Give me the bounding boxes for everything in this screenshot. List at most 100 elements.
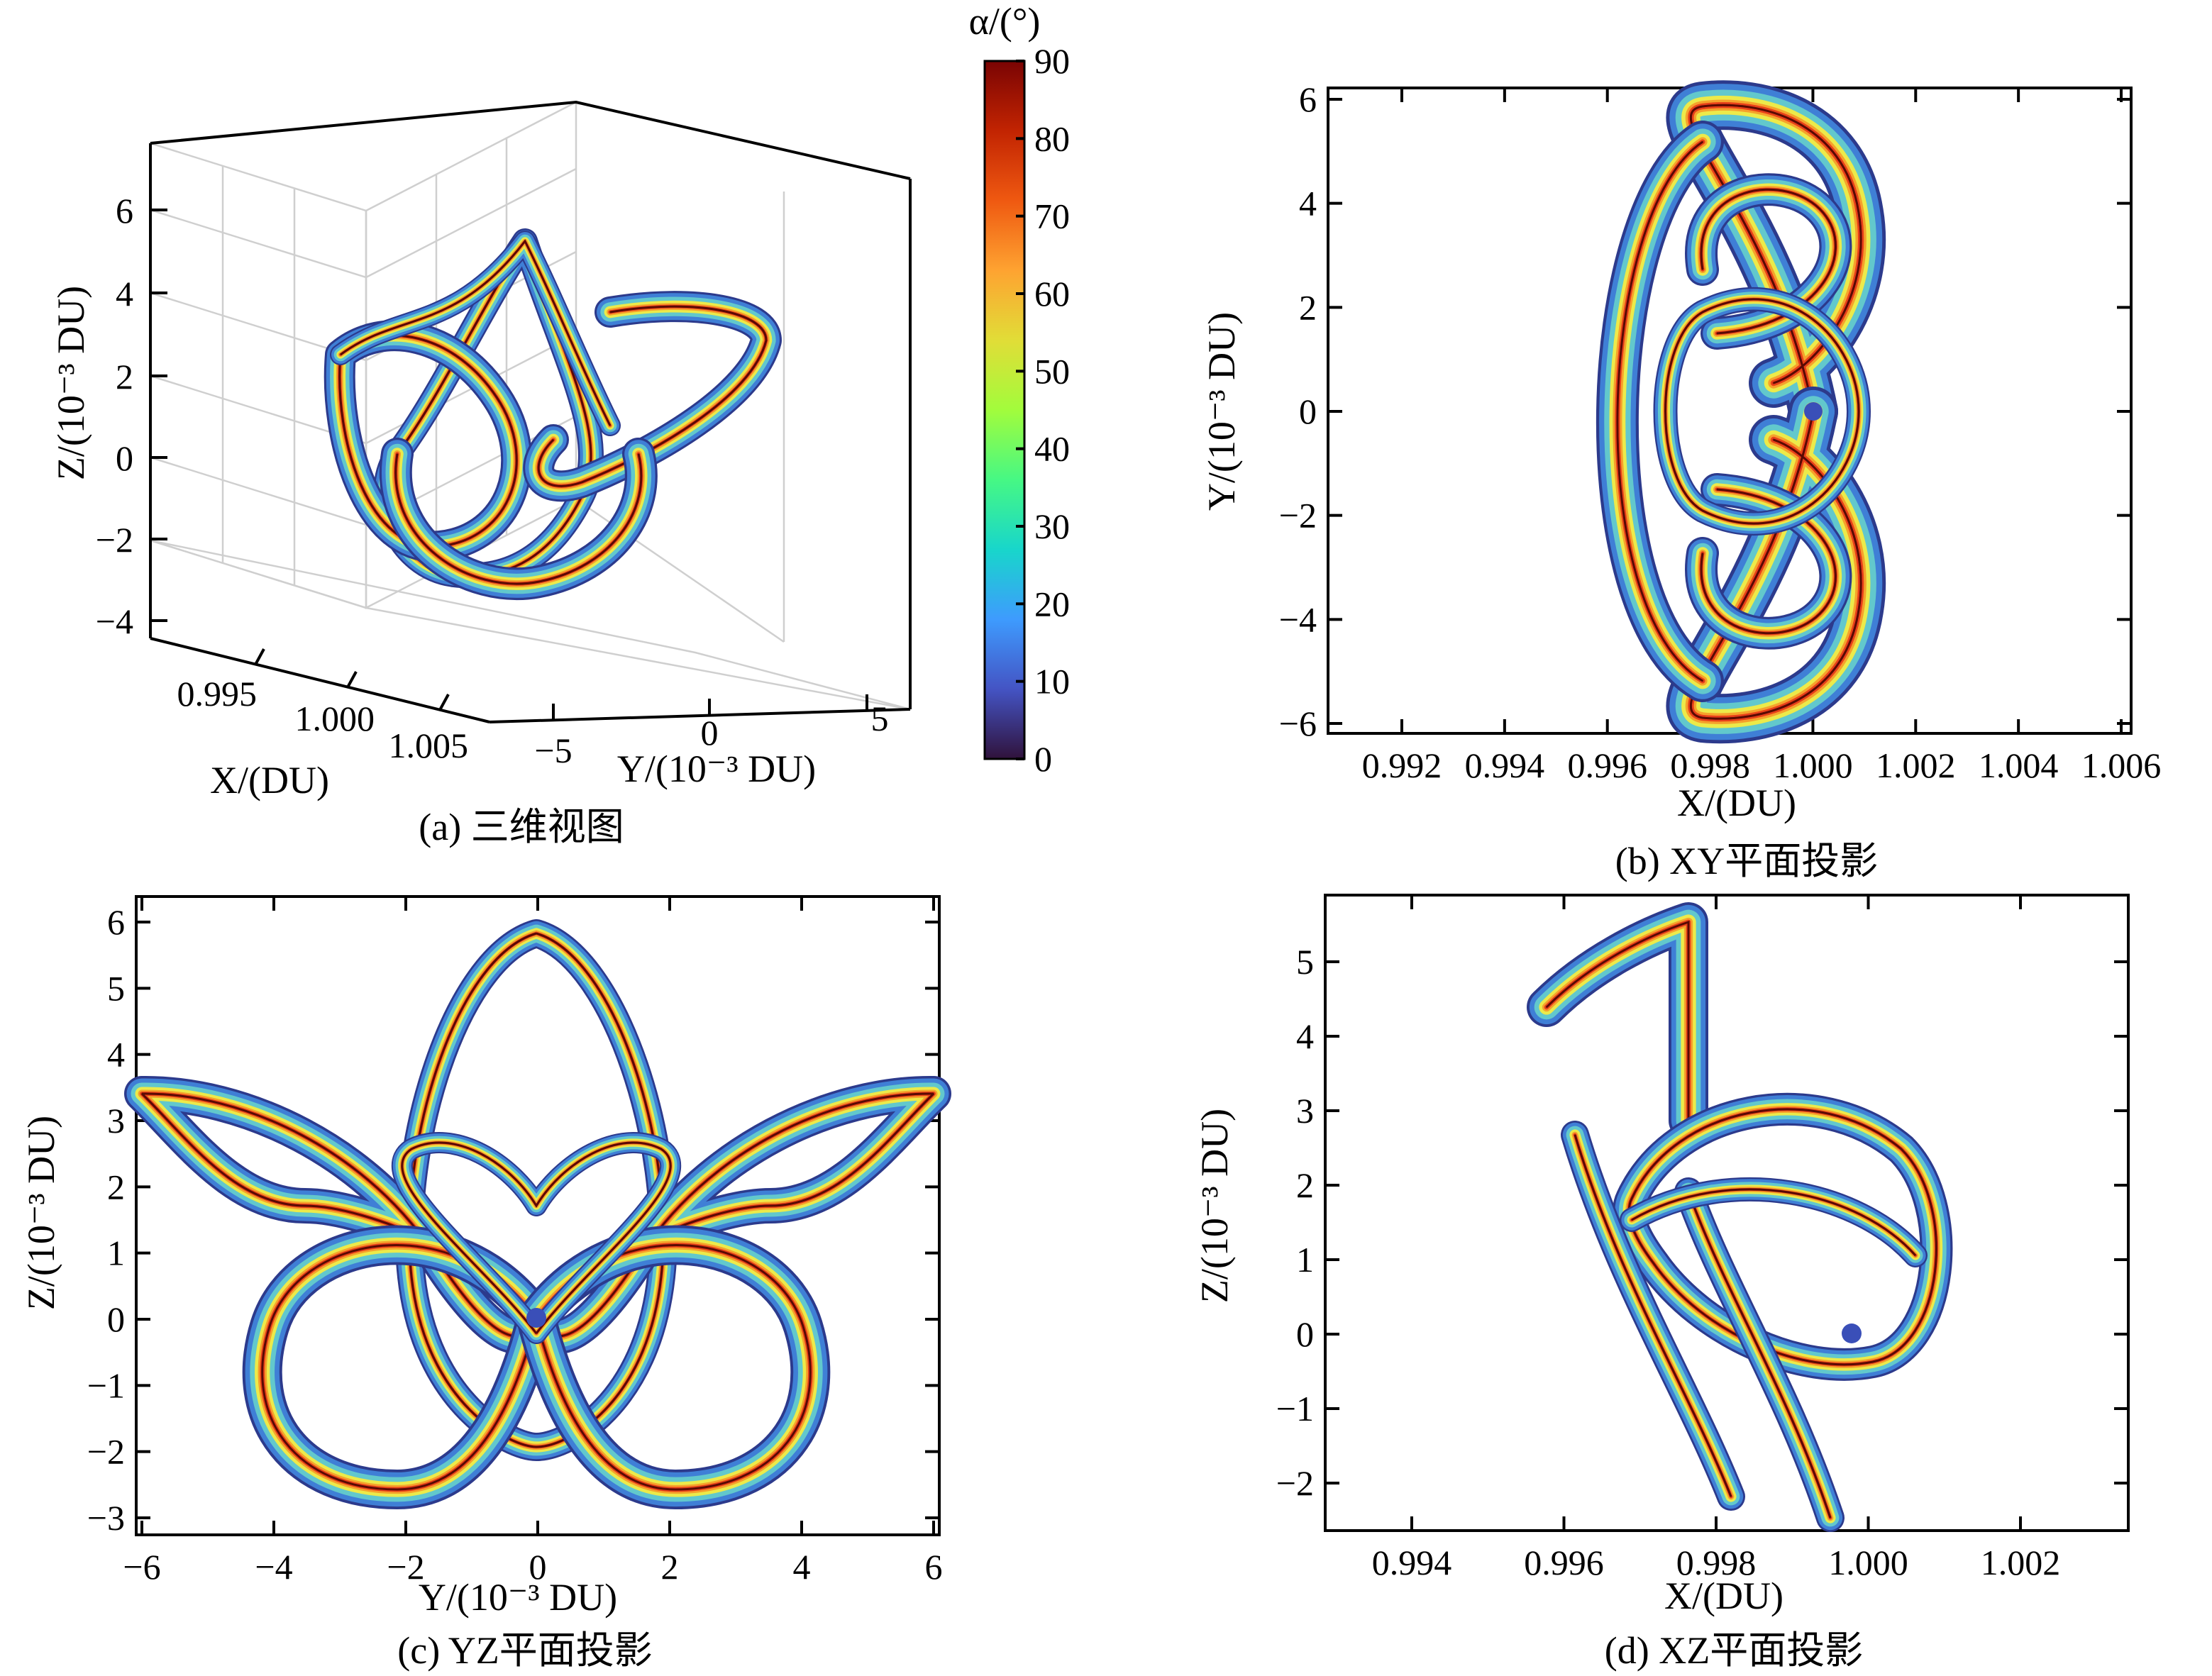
panel-c-top-petal-edge	[408, 932, 665, 1448]
panel-a-bottom-lobe	[380, 438, 658, 601]
colorbar-ticks: 90 80 70 60 50 40 30 20 10 0	[1016, 41, 1070, 779]
panel-d-lower-right-strand	[1674, 1177, 1845, 1532]
panel-a-left-lobe-edge	[338, 334, 518, 548]
panel-c-bottom-left-lobe-edge	[261, 1243, 538, 1491]
panel-c-xtick-label: 4	[793, 1547, 811, 1587]
panel-a-upper-wing	[330, 231, 621, 436]
panel-a-bottom-lobe-edge	[394, 453, 643, 585]
panel-d-orbit-ribbons	[1527, 902, 1953, 1532]
panel-c-xtick-label: 6	[925, 1547, 943, 1587]
panel-a-ztick-label: 4	[116, 274, 133, 313]
panel-b-primary-body-marker	[1804, 402, 1823, 421]
panel-a: 6 4 2 0 −2 −4 0.995 1.000 1.005 −5 0 5 Z…	[50, 100, 912, 848]
panel-a-z-ticks: 6 4 2 0 −2 −4	[96, 191, 167, 641]
colorbar-tick-label: 80	[1034, 118, 1070, 158]
panel-a-ztick-label: −4	[96, 601, 133, 641]
panel-d-main-loop-edge	[1627, 1108, 1937, 1366]
panel-c-ticks: −6 −4 −2 0 2 4 6 6 5 4 3 2 1 0 −1 −2 −3	[87, 897, 943, 1587]
panel-d-lower-right-strand-edge	[1687, 1191, 1832, 1519]
panel-b-inner-loop-edge	[1664, 298, 1860, 525]
panel-a-y-axis	[489, 708, 911, 723]
panel-a-y-ticks: −5 0 5	[534, 694, 889, 770]
panel-c-ytick-label: −3	[87, 1498, 125, 1538]
panel-d-ticks: 0.994 0.996 0.998 1.000 1.002 5 4 3 2 1 0 −1 −2	[1276, 895, 2128, 1582]
panel-d-ytick-label: −2	[1276, 1463, 1314, 1503]
panel-a-caption: (a) 三维视图	[419, 806, 624, 848]
colorbar-tick-label: 10	[1034, 662, 1070, 701]
panel-b-ylabel: Y/(10⁻³ DU)	[1200, 312, 1243, 511]
panel-d-lower-left-strand	[1561, 1121, 1745, 1511]
panel-b-xlabel: X/(DU)	[1677, 782, 1796, 824]
panel-c-bottom-right-lobe-edge	[535, 1243, 812, 1491]
panel-b-xtick-label: 1.002	[1876, 745, 1956, 785]
colorbar-tick-label: 60	[1034, 274, 1070, 313]
panel-b-xtick-label: 0.996	[1567, 745, 1647, 785]
panel-c-ytick-label: 5	[107, 968, 125, 1008]
panel-c: −6 −4 −2 0 2 4 6 6 5 4 3 2 1 0 −1 −2 −3 Z/(10⁻³ DU) Y/(1…	[20, 895, 951, 1672]
panel-d-upper-sheet-band	[1544, 919, 1691, 1123]
panel-d-xtick-label: 1.000	[1828, 1543, 1908, 1582]
panel-a-ytick-label: 5	[871, 699, 889, 738]
panel-b-ytick-label: 6	[1299, 79, 1317, 119]
panel-c-xtick-label: −6	[123, 1547, 160, 1587]
panel-a-zlabel: Z/(10⁻³ DU)	[50, 286, 92, 480]
colorbar-tick-label: 0	[1034, 739, 1052, 779]
panel-d-ytick-label: 3	[1296, 1091, 1314, 1131]
panel-b-xtick-label: 0.994	[1465, 745, 1545, 785]
panel-b-ytick-label: 4	[1299, 184, 1317, 223]
panel-a-ztick-label: −2	[96, 520, 133, 560]
panel-c-ylabel: Z/(10⁻³ DU)	[20, 1116, 62, 1310]
panel-b-xtick-label: 1.004	[1979, 745, 2059, 785]
colorbar-gradient	[983, 60, 1026, 760]
panel-c-ytick-label: −1	[87, 1365, 125, 1405]
panel-c-ytick-label: 4	[107, 1035, 125, 1075]
panel-d-upper-sheet-edge	[1545, 920, 1690, 1121]
panel-d-xtick-label: 1.002	[1981, 1543, 2061, 1582]
panel-d-xtick-label: 0.998	[1676, 1543, 1757, 1582]
panel-a-x-ticks: 0.995 1.000 1.005	[177, 648, 468, 765]
colorbar-label: α/(°)	[969, 0, 1041, 43]
panel-d-return-arc	[1620, 1177, 1928, 1267]
panel-d-xtick-label: 0.994	[1372, 1543, 1452, 1582]
colorbar-tick-label: 20	[1034, 584, 1070, 623]
panel-b-outer-ribbon-edge	[1689, 104, 1862, 412]
panel-c-right-wing	[519, 1075, 951, 1354]
panel-d-caption: (d) XZ平面投影	[1605, 1629, 1863, 1672]
panel-a-left-lobe	[323, 320, 533, 562]
panel-c-caption: (c) YZ平面投影	[397, 1629, 652, 1672]
panel-b-ytick-label: 0	[1299, 392, 1317, 431]
panel-a-ztick-label: 6	[116, 191, 133, 231]
colorbar-tick-label: 50	[1034, 351, 1070, 391]
panel-c-inner-heart	[391, 1132, 682, 1344]
panel-d-main-loop	[1613, 1092, 1953, 1381]
panel-b-ytick-label: 2	[1299, 287, 1317, 327]
colorbar-tick-label: 70	[1034, 196, 1070, 236]
panel-a-ylabel: Y/(10⁻³ DU)	[617, 748, 816, 790]
panel-c-xtick-label: 0	[529, 1547, 547, 1587]
panel-c-xlabel: Y/(10⁻³ DU)	[419, 1576, 617, 1619]
panel-d-lower-left-strand-edge	[1574, 1134, 1732, 1497]
panel-a-top-edge	[150, 100, 911, 180]
panel-b-caption: (b) XY平面投影	[1615, 840, 1878, 882]
panel-d-ytick-label: −1	[1276, 1389, 1314, 1428]
panel-c-primary-body-marker	[526, 1308, 546, 1328]
panel-d-ytick-label: 5	[1296, 942, 1314, 982]
colorbar-tick-label: 90	[1034, 41, 1070, 81]
panel-a-xtick-label: 0.995	[177, 674, 258, 714]
panel-a-ztick-label: 2	[116, 357, 133, 396]
colorbar-tick-label: 40	[1034, 429, 1070, 469]
colorbar-tick-label: 30	[1034, 506, 1070, 546]
panel-b: 0.992 0.994 0.996 0.998 1.000 1.002 1.004 1.006…	[1200, 79, 2161, 882]
panel-c-bottom-right-lobe	[516, 1225, 831, 1509]
panel-b-outer-ribbon	[1666, 80, 1886, 436]
panel-c-ytick-label: 1	[107, 1233, 125, 1273]
panel-c-xtick-label: 2	[661, 1547, 679, 1587]
panel-a-xtick-label: 1.000	[295, 699, 375, 738]
panel-c-ytick-label: 6	[107, 902, 125, 942]
panel-d: 0.994 0.996 0.998 1.000 1.002 5 4 3 2 1 0 −1 −2 Z/(1…	[1193, 894, 2130, 1672]
panel-a-orbit-ribbons	[323, 228, 782, 601]
panel-b-outer-ribbon-lower	[1666, 387, 1886, 744]
panel-a-right-lobe-edge	[537, 305, 768, 487]
panel-b-ytick-label: −6	[1279, 704, 1317, 743]
